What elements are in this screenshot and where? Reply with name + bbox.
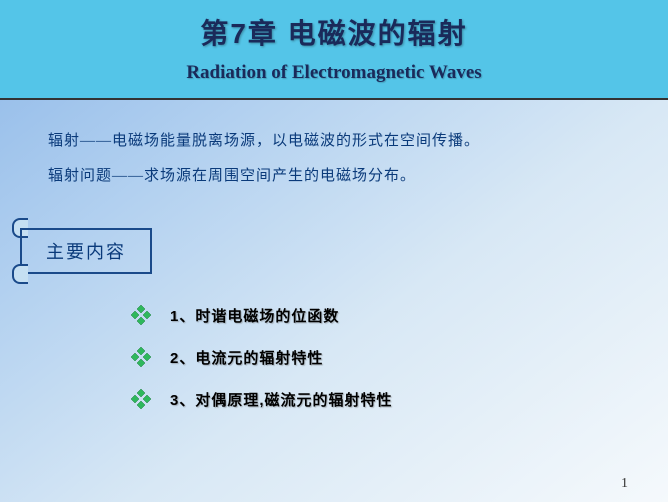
diamond-bullet-icon xyxy=(130,304,152,326)
page-number: 1 xyxy=(621,476,628,492)
scroll-decoration-bottom xyxy=(12,264,28,284)
topic-label: 3、对偶原理,磁流元的辐射特性 xyxy=(170,389,393,410)
topic-label: 2、电流元的辐射特性 xyxy=(170,347,323,368)
topic-label: 1、时谐电磁场的位函数 xyxy=(170,305,339,326)
slide-header: 第7章 电磁波的辐射 Radiation of Electromagnetic … xyxy=(0,0,668,100)
diamond-bullet-icon xyxy=(130,388,152,410)
chapter-title-chinese: 第7章 电磁波的辐射 xyxy=(0,12,668,52)
section-heading-label: 主要内容 xyxy=(20,228,152,274)
topic-item: 1、时谐电磁场的位函数 xyxy=(130,304,668,326)
slide-container: 第7章 电磁波的辐射 Radiation of Electromagnetic … xyxy=(0,0,668,502)
topic-item: 2、电流元的辐射特性 xyxy=(130,346,668,368)
diamond-bullet-icon xyxy=(130,346,152,368)
topic-item: 3、对偶原理,磁流元的辐射特性 xyxy=(130,388,668,410)
definition-radiation: 辐射——电磁场能量脱离场源，以电磁波的形式在空间传播。 xyxy=(48,128,620,155)
topics-list: 1、时谐电磁场的位函数 2、电流元的辐射特性 xyxy=(130,304,668,410)
chapter-title-english: Radiation of Electromagnetic Waves xyxy=(0,62,668,84)
definitions-block: 辐射——电磁场能量脱离场源，以电磁波的形式在空间传播。 辐射问题——求场源在周围… xyxy=(0,100,668,190)
section-heading-box: 主要内容 xyxy=(20,228,152,274)
definition-radiation-problem: 辐射问题——求场源在周围空间产生的电磁场分布。 xyxy=(48,163,620,190)
